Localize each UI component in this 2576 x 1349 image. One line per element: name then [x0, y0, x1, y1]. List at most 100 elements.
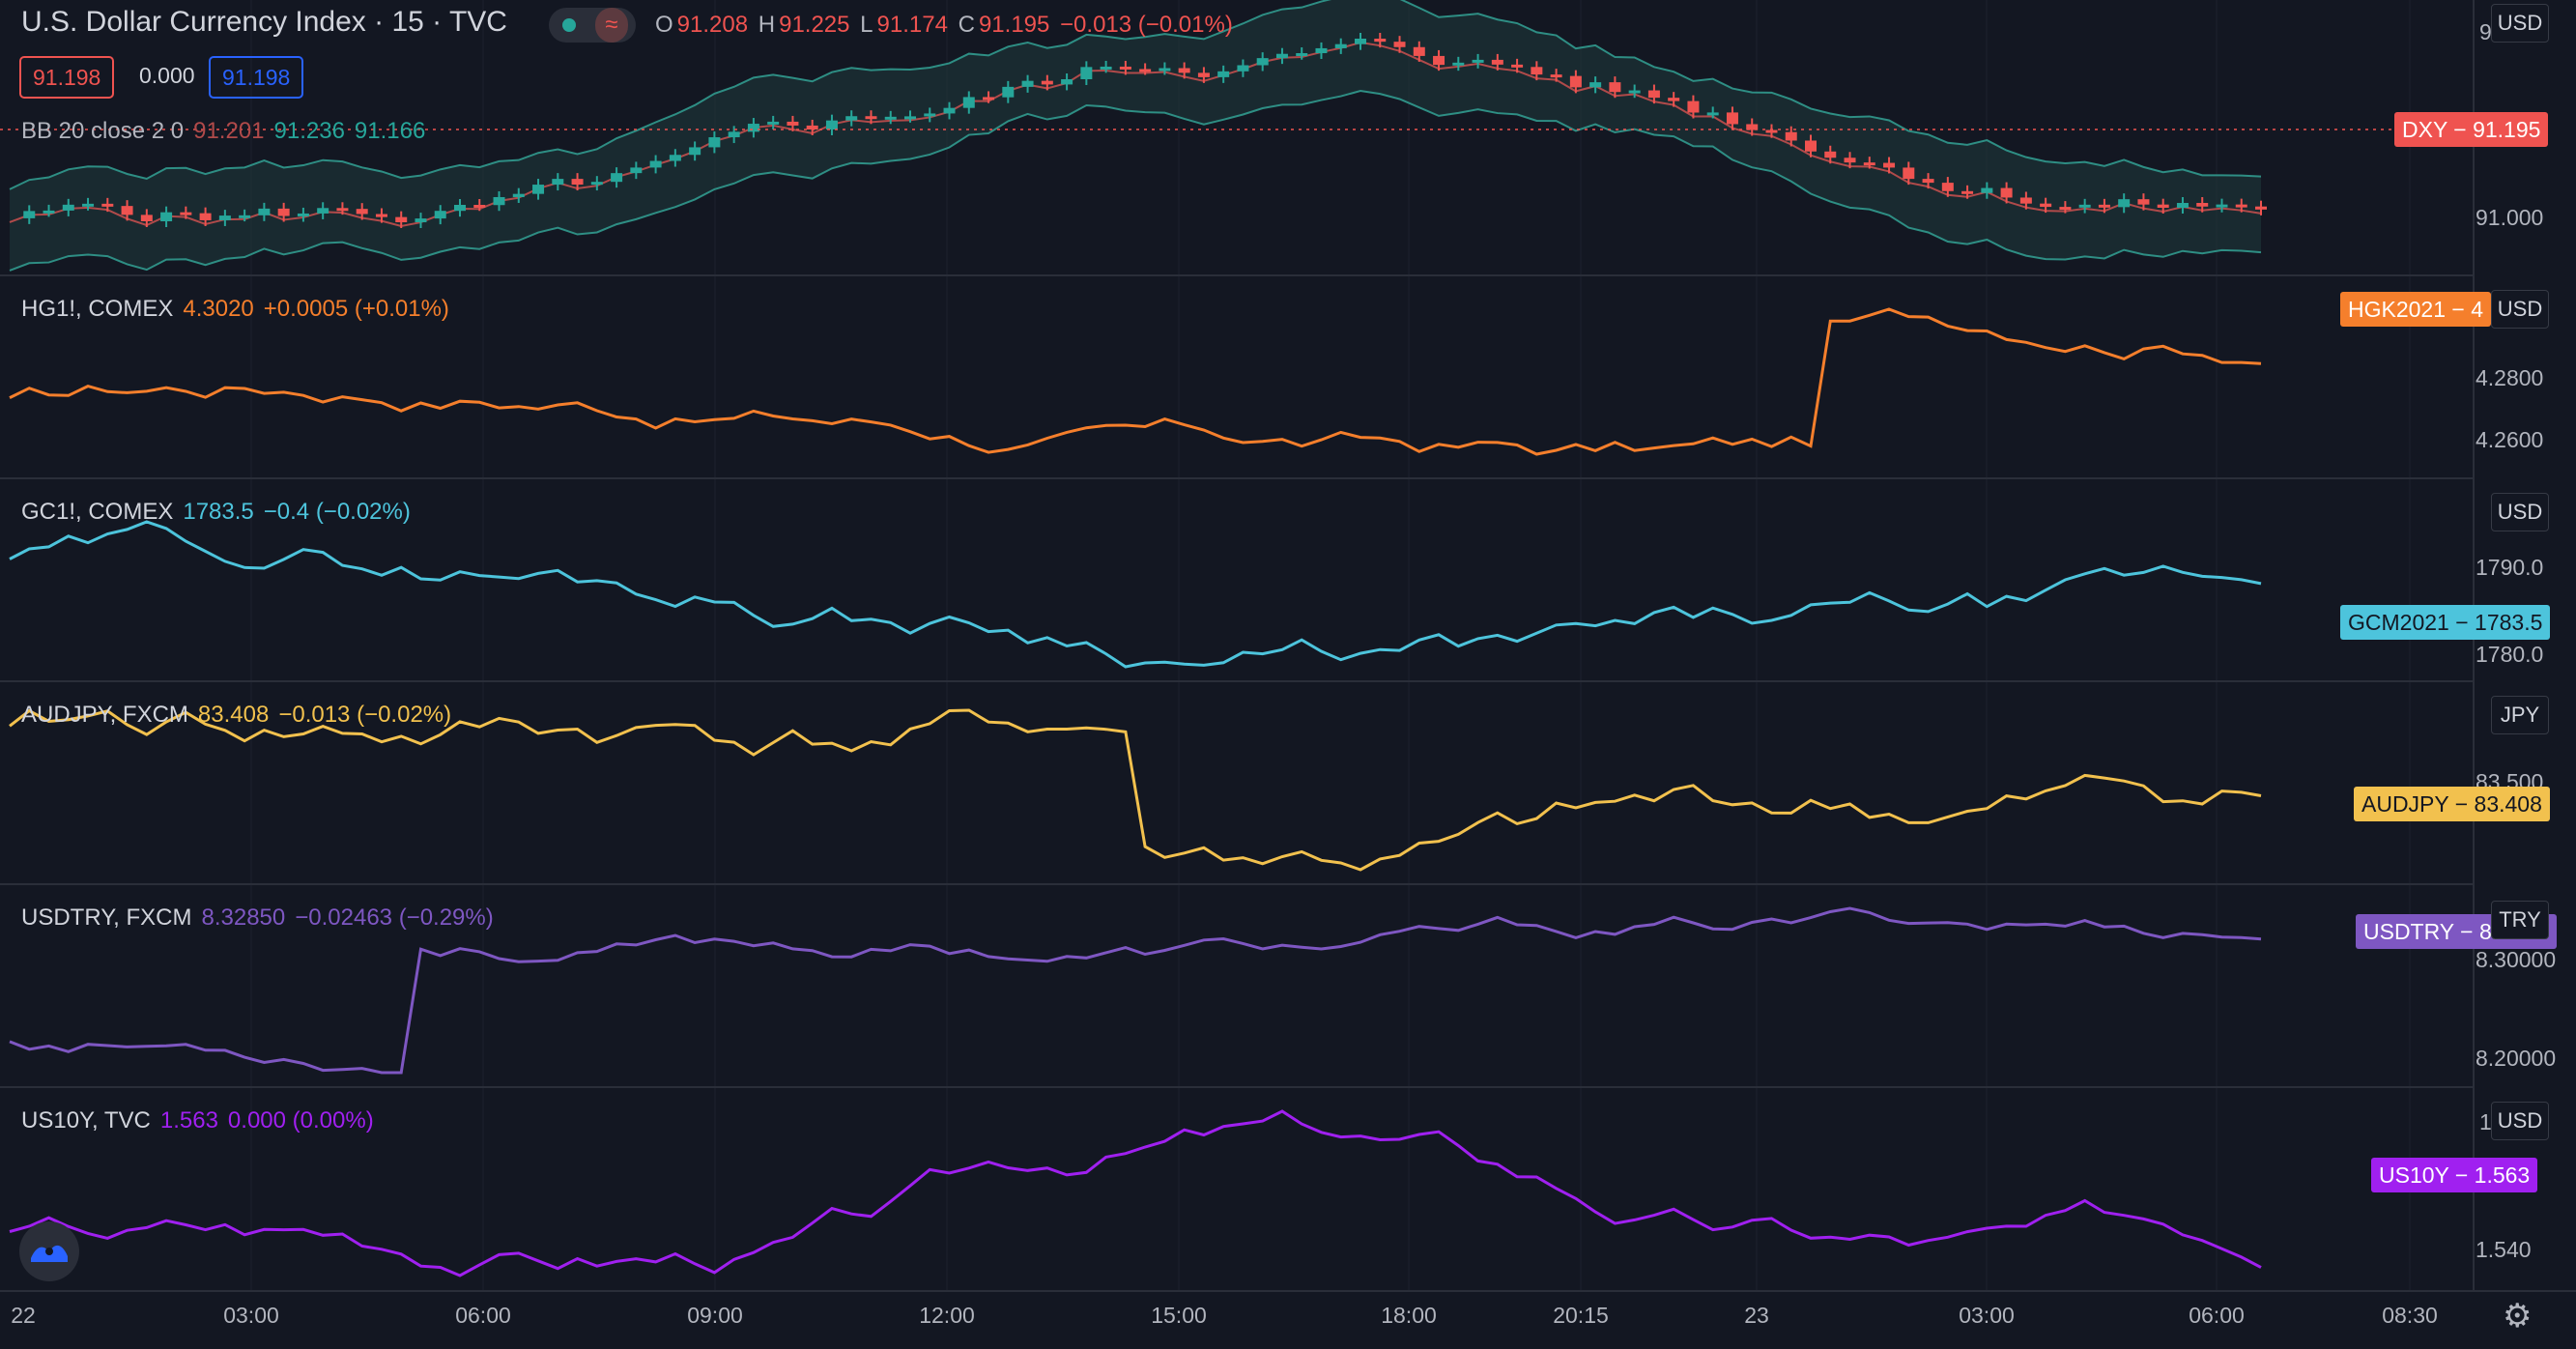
candle-body: [1217, 71, 1230, 77]
time-label-2: 06:00: [455, 1303, 511, 1328]
market-status-toggle[interactable]: ≈: [549, 8, 636, 43]
candle-body: [1256, 58, 1269, 66]
us10y-legend[interactable]: US10Y, TVC 1.563 0.000 (0.00%): [21, 1107, 384, 1134]
usdtry-legend[interactable]: USDTRY, FXCM 8.32850 −0.02463 (−0.29%): [21, 904, 503, 932]
gc-axis-label-2: 1780.0: [2476, 642, 2544, 667]
usdtry-axis-label-2: 8.20000: [2476, 1046, 2557, 1071]
candle-body: [865, 116, 877, 120]
candle-body: [2255, 206, 2267, 210]
candle-body: [101, 203, 114, 207]
candle-body: [512, 193, 525, 197]
bb-upper-band: [9, 0, 2262, 190]
bb-basis-line: [9, 41, 2262, 228]
candle-body: [82, 203, 95, 207]
candle-body: [239, 215, 251, 218]
ohlc-change: −0.013 (−0.01%): [1060, 12, 1233, 38]
candle-body: [1452, 62, 1465, 66]
dxy-price-tag: DXY − 91.195: [2394, 112, 2549, 147]
candle-body: [160, 212, 173, 221]
usdtry-axis-label-1: 8.30000: [2476, 947, 2557, 972]
candle-body: [2098, 204, 2110, 208]
candle-body: [1844, 158, 1856, 163]
candle-body: [1785, 131, 1797, 141]
us10y-symbol: US10Y, TVC: [21, 1107, 151, 1134]
us10y-price-tag: US10Y − 1.563: [2371, 1158, 2538, 1192]
candle-body: [747, 124, 759, 132]
candle-body: [2078, 204, 2091, 208]
candle-body: [1981, 187, 1993, 193]
candle-body: [1021, 80, 1034, 87]
candle-body: [1609, 82, 1621, 93]
candle-body: [1550, 74, 1562, 78]
tradingview-logo-icon[interactable]: [19, 1221, 79, 1281]
candle-body: [1903, 167, 1915, 180]
bb-indicator-legend[interactable]: BB 20 close 2 0 91.201 91.236 91.166: [21, 118, 435, 145]
bb-basis-value: 91.201: [193, 118, 265, 144]
candle-body: [1647, 90, 1660, 99]
candle-body: [1197, 72, 1210, 77]
gc-price-tag: GCM2021 − 1783.5: [2340, 605, 2551, 640]
ohlc-low: 91.174: [876, 12, 948, 38]
hg-axis-label-1: 4.2800: [2476, 365, 2544, 390]
bb-label: BB 20 close 2 0: [21, 118, 185, 144]
gc-change: −0.4 (−0.02%): [263, 499, 411, 525]
candle-body: [218, 215, 231, 220]
candle-body: [532, 185, 545, 194]
candle-body: [1119, 66, 1131, 70]
candle-body: [649, 160, 662, 168]
candle-body: [277, 208, 290, 216]
us10y-axis-label: 1.540: [2476, 1237, 2532, 1262]
time-label-10: 06:00: [2189, 1303, 2245, 1328]
candle-body: [199, 213, 212, 220]
time-label-7: 20:15: [1553, 1303, 1609, 1328]
ohlc-open-label: O: [655, 12, 673, 38]
candle-body: [1805, 140, 1817, 152]
candle-body: [571, 179, 584, 186]
candle-body: [2019, 197, 2032, 204]
candle-body: [1100, 66, 1112, 70]
candle-body: [473, 205, 486, 209]
bb-fill: [10, 0, 2261, 271]
candle-body: [787, 121, 799, 126]
hg-currency-button[interactable]: USD: [2491, 290, 2549, 329]
us10y-change: 0.000 (0.00%): [227, 1107, 374, 1134]
buy-price-box[interactable]: 91.198: [209, 56, 304, 99]
ohlc-close: 91.195: [978, 12, 1050, 38]
gear-icon[interactable]: ⚙: [2503, 1298, 2533, 1335]
gc-currency-button[interactable]: USD: [2491, 493, 2549, 531]
main-symbol-title[interactable]: U.S. Dollar Currency Index · 15 · TVC: [21, 6, 507, 38]
ohlc-close-label: C: [958, 12, 975, 38]
candle-body: [317, 208, 329, 214]
time-label-9: 03:00: [1959, 1303, 2015, 1328]
candle-body: [825, 120, 838, 130]
candle-body: [43, 210, 55, 214]
sell-price-box[interactable]: 91.198: [19, 56, 115, 99]
candle-body: [1296, 53, 1308, 57]
usdtry-currency-button[interactable]: TRY: [2491, 901, 2549, 939]
bb-lower-band: [9, 89, 2262, 272]
hg-last: 4.3020: [183, 296, 254, 322]
ohlc-low-label: L: [860, 12, 873, 38]
audjpy-last: 83.408: [197, 702, 270, 728]
candle-body: [1237, 65, 1249, 72]
candle-body: [2216, 204, 2228, 208]
bb-upper-value: 91.236: [273, 118, 345, 144]
audjpy-line: [9, 708, 2262, 872]
candle-body: [121, 206, 133, 215]
hg-legend[interactable]: HG1!, COMEX 4.3020 +0.0005 (+0.01%): [21, 296, 459, 323]
gc-legend[interactable]: GC1!, COMEX 1783.5 −0.4 (−0.02%): [21, 499, 420, 526]
candle-body: [1433, 55, 1445, 66]
spread-value: 0.000: [139, 63, 195, 88]
audjpy-price-tag: AUDJPY − 83.408: [2354, 787, 2550, 821]
candle-body: [1961, 190, 1974, 194]
candle-body: [943, 107, 956, 114]
us10y-currency-button[interactable]: USD: [2491, 1102, 2549, 1140]
audjpy-currency-button[interactable]: JPY: [2491, 696, 2549, 734]
wave-icon: ≈: [595, 8, 628, 43]
audjpy-symbol: AUDJPY, FXCM: [21, 702, 188, 728]
candle-body: [1393, 42, 1406, 47]
audjpy-legend[interactable]: AUDJPY, FXCM 83.408 −0.013 (−0.02%): [21, 702, 461, 729]
candle-body: [1922, 179, 1934, 184]
dxy-currency-button[interactable]: USD: [2491, 4, 2549, 43]
